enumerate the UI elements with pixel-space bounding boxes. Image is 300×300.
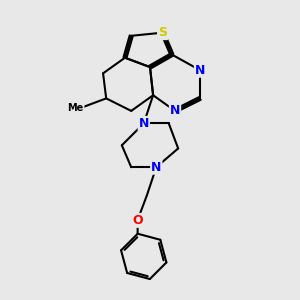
Text: S: S: [158, 26, 167, 39]
Text: N: N: [195, 64, 205, 77]
Text: Me: Me: [68, 103, 84, 113]
Text: O: O: [132, 214, 143, 227]
Text: N: N: [151, 161, 161, 174]
Text: N: N: [170, 104, 180, 117]
Text: N: N: [139, 117, 149, 130]
